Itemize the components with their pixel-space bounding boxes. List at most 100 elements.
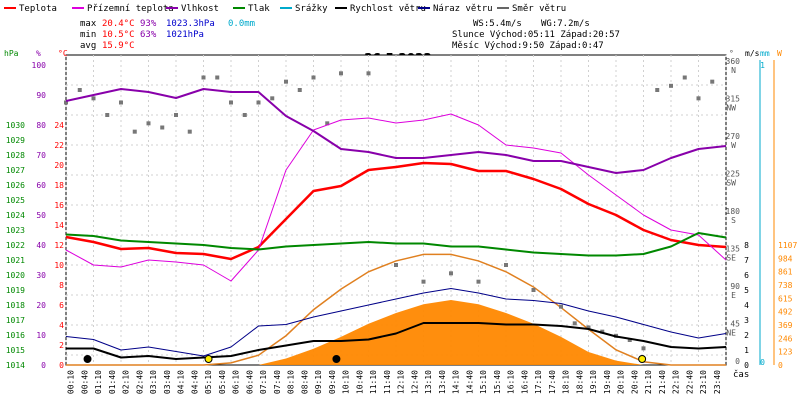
x-tick-label: 00:40 bbox=[80, 370, 89, 394]
axis-tick-label: 2 bbox=[744, 331, 749, 340]
axis-tick-label: 360 bbox=[726, 57, 741, 66]
sunrise-marker bbox=[204, 355, 213, 363]
axis-tick-label: 492 bbox=[778, 308, 793, 317]
x-tick-label: 23:10 bbox=[699, 370, 708, 394]
x-tick-label: 15:40 bbox=[493, 370, 502, 394]
wind-direction-point bbox=[105, 113, 110, 117]
wind-direction-point bbox=[586, 325, 591, 330]
wind-direction-point bbox=[91, 96, 96, 101]
moonrise-marker bbox=[332, 355, 341, 363]
axis-tick-label: 1021 bbox=[6, 256, 25, 265]
axis-tick-label: 6 bbox=[744, 271, 749, 280]
axis-unit-label: mm bbox=[760, 49, 770, 58]
axis-tick-label: 90 bbox=[36, 91, 46, 100]
wind-direction-point bbox=[366, 71, 371, 76]
axis-tick-label: 369 bbox=[778, 321, 793, 330]
wind-direction-point bbox=[187, 129, 192, 134]
legend-label: Teplota bbox=[19, 4, 57, 14]
axis-tick-label: 22 bbox=[54, 141, 64, 150]
legend-label: Rychlost větru bbox=[350, 4, 426, 14]
axis-tick-label: 40 bbox=[36, 241, 46, 250]
wind-direction-point bbox=[669, 83, 673, 88]
axis-tick-label: 1014 bbox=[6, 361, 25, 370]
axis-tick-label: 1025 bbox=[6, 196, 25, 205]
axis-tick-label: 8 bbox=[744, 241, 749, 250]
axis-tick-label: 1 bbox=[760, 61, 765, 70]
legend-label: Vlhkost bbox=[181, 4, 219, 14]
x-tick-label: 20:10 bbox=[617, 370, 626, 394]
stat-min-temp: 10.5°C bbox=[102, 30, 135, 40]
x-tick-label: 10:40 bbox=[355, 370, 364, 394]
wind-direction-point bbox=[201, 75, 206, 80]
x-tick-label: 01:40 bbox=[108, 370, 117, 394]
axis-tick-label: 1023 bbox=[6, 226, 25, 235]
wind-direction-point bbox=[531, 288, 536, 292]
axis-unit-label: hPa bbox=[4, 49, 19, 58]
x-tick-label: 03:40 bbox=[163, 370, 172, 394]
wind-direction-point bbox=[242, 113, 247, 117]
axis-tick-label: 16 bbox=[54, 201, 64, 210]
x-tick-label: 08:40 bbox=[300, 370, 309, 394]
legend-label: Přízemní teplota bbox=[87, 4, 174, 14]
wind-direction-point bbox=[394, 263, 398, 267]
wind-direction-point bbox=[710, 79, 715, 84]
wind-direction-point bbox=[421, 279, 426, 284]
axis-tick-label: N bbox=[731, 66, 736, 75]
axis-tick-label: E bbox=[731, 291, 736, 300]
x-tick-label: 17:40 bbox=[548, 370, 557, 394]
clear-sky-curve bbox=[66, 253, 726, 366]
x-tick-label: 03:10 bbox=[149, 370, 158, 394]
moonset-marker bbox=[83, 355, 92, 363]
axis-tick-label: 0 bbox=[744, 361, 749, 370]
x-tick-label: 23:40 bbox=[713, 370, 722, 394]
axis-tick-label: 0 bbox=[59, 361, 64, 370]
axes: hPa1014101510161017101810191020102110221… bbox=[4, 49, 797, 394]
axis-tick-label: 20 bbox=[36, 301, 46, 310]
axis-tick-label: S bbox=[731, 216, 736, 225]
x-tick-label: 14:10 bbox=[452, 370, 461, 394]
wind-direction-point bbox=[449, 271, 453, 276]
axis-tick-label: 270 bbox=[726, 132, 741, 141]
wind-direction-point bbox=[325, 121, 330, 126]
stat-avg-temp: 15.9°C bbox=[102, 41, 135, 51]
wind-direction-point bbox=[284, 79, 288, 84]
axis-tick-label: 5 bbox=[744, 286, 749, 295]
axis-tick-label: W bbox=[731, 141, 736, 150]
x-tick-label: 20:40 bbox=[630, 370, 639, 394]
wind-direction-point bbox=[119, 100, 123, 105]
axis-tick-label: 3 bbox=[744, 316, 749, 325]
axis-unit-label: m/s bbox=[745, 49, 760, 58]
x-tick-label: 04:10 bbox=[177, 370, 186, 394]
axis-tick-label: SE bbox=[726, 254, 736, 263]
wind-direction-layer bbox=[64, 71, 715, 351]
stat-min-hum: 63% bbox=[140, 30, 157, 40]
legend-label: Směr větru bbox=[512, 4, 566, 14]
stat-min-press: 1021hPa bbox=[166, 30, 204, 40]
wind-direction-point bbox=[655, 88, 660, 92]
axis-tick-label: 10 bbox=[36, 331, 46, 340]
axis-tick-label: 0 bbox=[41, 361, 46, 370]
x-tick-label: 13:10 bbox=[424, 370, 433, 394]
axis-tick-label: 4 bbox=[744, 301, 749, 310]
series-line-tlak bbox=[65, 232, 727, 257]
axis-tick-label: 123 bbox=[778, 348, 793, 357]
wind-direction-point bbox=[174, 113, 178, 117]
series-line-rychlost-v-tru bbox=[66, 322, 727, 360]
axis-tick-label: 2 bbox=[59, 341, 64, 350]
stat-max-press: 1023.3hPa bbox=[166, 19, 215, 29]
x-tick-label: 21:10 bbox=[644, 370, 653, 394]
grid bbox=[65, 55, 727, 365]
axis-tick-label: 1029 bbox=[6, 136, 25, 145]
x-tick-label: 02:40 bbox=[135, 370, 144, 394]
axis-tick-label: 24 bbox=[54, 121, 64, 130]
wind-direction-point bbox=[132, 129, 137, 134]
x-axis-label: čas bbox=[733, 369, 749, 380]
axis-tick-label: 14 bbox=[54, 221, 64, 230]
x-tick-label: 12:40 bbox=[410, 370, 419, 394]
wind-direction-point bbox=[229, 100, 233, 105]
axis-tick-label: SW bbox=[726, 179, 736, 188]
x-tick-label: 05:10 bbox=[204, 370, 213, 394]
axis-tick-label: 1019 bbox=[6, 286, 25, 295]
stat-moon: Měsíc Východ:9:50 Západ:0:47 bbox=[452, 41, 604, 51]
x-tick-label: 19:10 bbox=[589, 370, 598, 394]
